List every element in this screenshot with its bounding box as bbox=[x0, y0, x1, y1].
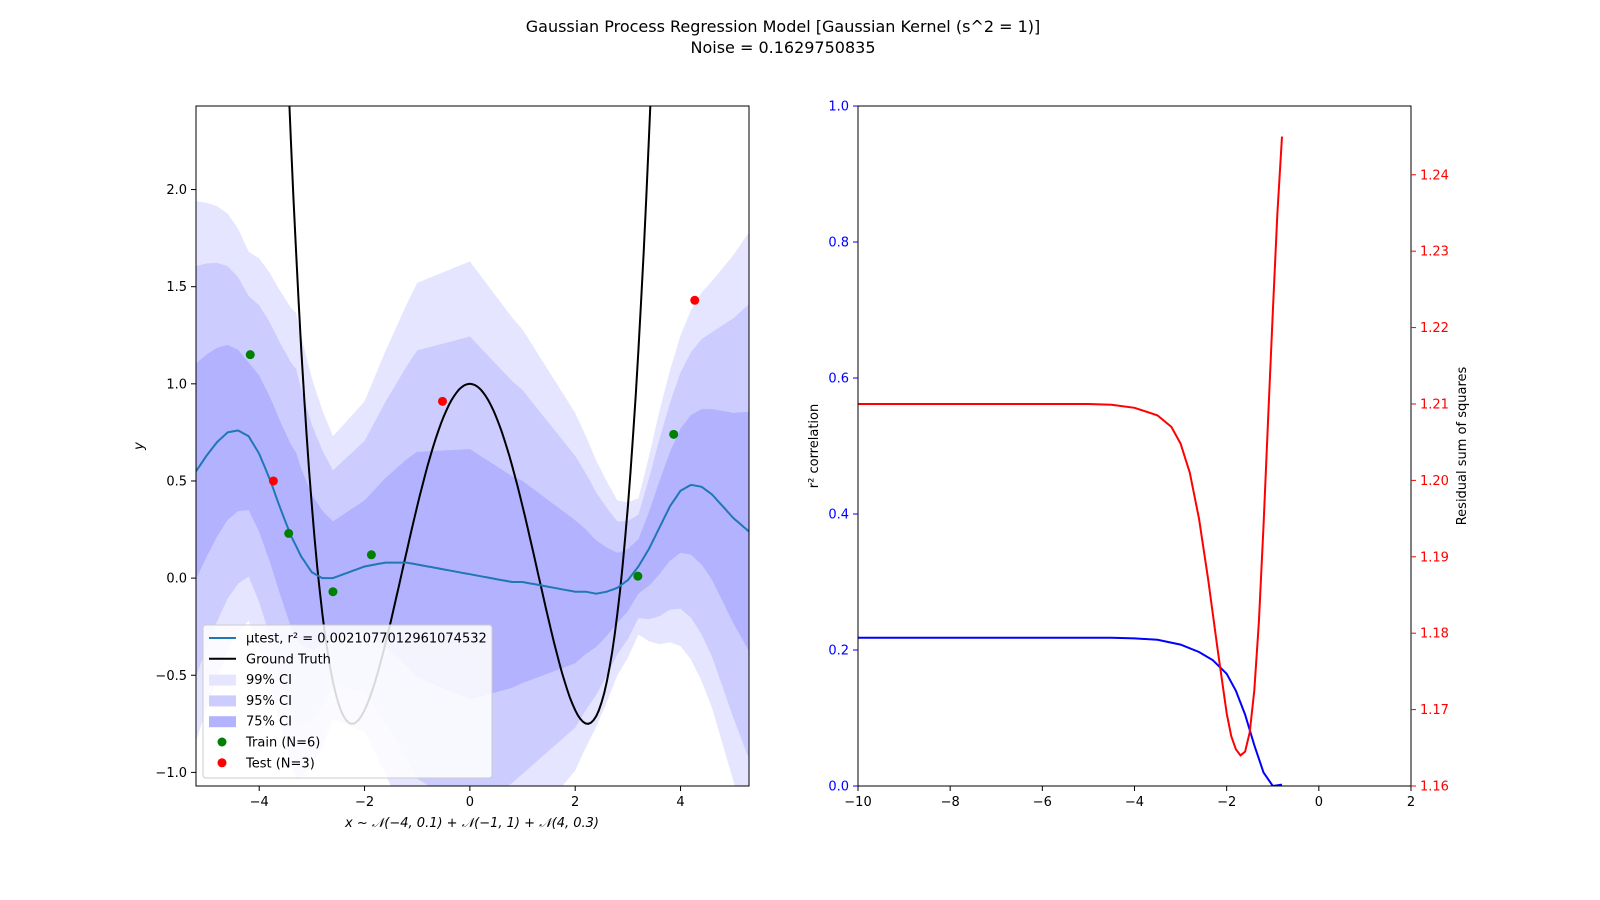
gp-regression-plot: −4 −2 0 2 4 −1.0 −0.5 0.0 0.5 1.0 1.5 2.0 x ~ 𝒩(−4… bbox=[132, 105, 750, 831]
x-tick-label: 0 bbox=[1315, 795, 1323, 810]
y-tick-label: −1.0 bbox=[155, 766, 187, 781]
x-tick-label: −2 bbox=[1217, 795, 1236, 810]
train-point bbox=[633, 571, 643, 581]
legend-label: 95% CI bbox=[246, 694, 292, 709]
legend-point-swatch bbox=[217, 758, 227, 768]
y-tick-label: 1.5 bbox=[166, 280, 187, 295]
y-tick-label: 0.8 bbox=[828, 236, 849, 251]
legend-point-swatch bbox=[217, 737, 227, 747]
x-tick-label: −4 bbox=[1125, 795, 1144, 810]
scatter-points bbox=[245, 295, 700, 597]
right-y-tick-label: 1.16 bbox=[1420, 780, 1449, 795]
x-axis-ticks: −4 −2 0 2 4 bbox=[250, 786, 685, 810]
legend-entry: 95% CI bbox=[209, 694, 292, 709]
r2-rss-plot: −10 −8 −6 −4 −2 0 2 0.00.20.40.60.81.0 1.161.1… bbox=[807, 100, 1470, 811]
x-tick-label: 0 bbox=[466, 795, 474, 810]
x-tick-label: −8 bbox=[941, 795, 960, 810]
ci-band-3 bbox=[196, 344, 749, 700]
right-y-tick-label: 1.17 bbox=[1420, 703, 1449, 718]
y-tick-label: 0.0 bbox=[166, 572, 187, 587]
test-point bbox=[268, 476, 278, 486]
legend-label: μtest, r² = 0.0021077012961074532 bbox=[246, 632, 487, 647]
train-point bbox=[366, 550, 376, 560]
plot-lines bbox=[196, 106, 749, 725]
legend-patch-swatch bbox=[209, 716, 236, 728]
x-tick-label: −6 bbox=[1033, 795, 1052, 810]
train-point bbox=[328, 587, 338, 597]
right-y-tick-label: 1.18 bbox=[1420, 627, 1449, 642]
legend-entry: 99% CI bbox=[209, 673, 292, 688]
figure-title: Gaussian Process Regression Model [Gauss… bbox=[526, 17, 1041, 36]
test-point bbox=[690, 295, 700, 305]
legend-entry: Ground Truth bbox=[209, 652, 331, 667]
x-tick-label: 2 bbox=[571, 795, 579, 810]
y-tick-label: −0.5 bbox=[155, 669, 187, 684]
r2-correlation-line bbox=[858, 636, 1283, 786]
train-point bbox=[669, 429, 679, 439]
right-y-tick-label: 1.20 bbox=[1420, 474, 1449, 489]
y-tick-label: 0.5 bbox=[166, 474, 187, 489]
figure-subtitle: Noise = 0.1629750835 bbox=[690, 38, 875, 57]
legend-entry: Train (N=6) bbox=[217, 736, 320, 751]
x-tick-label: 2 bbox=[1407, 795, 1415, 810]
legend-patch-swatch bbox=[209, 695, 236, 707]
x-axis-ticks: −10 −8 −6 −4 −2 0 2 bbox=[844, 786, 1415, 810]
train-point bbox=[245, 350, 255, 360]
left-axes-frame bbox=[195, 105, 750, 787]
y-tick-label: 0.2 bbox=[828, 644, 849, 659]
y-tick-label: 0.6 bbox=[828, 372, 849, 387]
y-axis-label: y bbox=[132, 442, 147, 451]
legend-entry: Test (N=3) bbox=[217, 756, 315, 771]
right-y-axis-ticks: 1.16 1.17 1.18 1.19 1.20 1.21 1.22 1.23 1.24 bbox=[1411, 168, 1449, 795]
left-y-axis-label: r² correlation bbox=[807, 404, 822, 488]
legend-patch-swatch bbox=[209, 674, 236, 686]
x-tick-label: 4 bbox=[676, 795, 684, 810]
y-tick-label: 1.0 bbox=[166, 377, 187, 392]
y-tick-label: 2.0 bbox=[166, 183, 187, 198]
rss-line bbox=[858, 136, 1283, 757]
ground-truth-line bbox=[288, 106, 652, 725]
x-tick-label: −10 bbox=[844, 795, 871, 810]
legend-label: Train (N=6) bbox=[245, 736, 320, 751]
right-y-axis-label: Residual sum of squares bbox=[1455, 366, 1470, 525]
plot-lines bbox=[858, 136, 1283, 786]
right-y-tick-label: 1.22 bbox=[1420, 321, 1449, 336]
test-point bbox=[437, 396, 447, 406]
right-y-tick-label: 1.19 bbox=[1420, 550, 1449, 565]
y-axis-ticks: −1.0 −0.5 0.0 0.5 1.0 1.5 2.0 bbox=[155, 183, 196, 781]
x-axis-label: x ~ 𝒩(−4, 0.1) + 𝒩(−1, 1) + 𝒩(4, 0.3) bbox=[344, 816, 599, 831]
legend-label: Test (N=3) bbox=[245, 756, 315, 771]
legend: μtest, r² = 0.0021077012961074532 Ground … bbox=[202, 624, 493, 779]
train-point bbox=[284, 528, 294, 538]
legend-label: Ground Truth bbox=[246, 652, 331, 667]
legend-label: 75% CI bbox=[246, 715, 292, 730]
legend-label: 99% CI bbox=[246, 673, 292, 688]
y-tick-label: 0.4 bbox=[828, 508, 849, 523]
mean-prediction-line bbox=[196, 429, 749, 595]
left-y-axis-ticks: 0.0 0.2 0.4 0.6 0.8 1.0 bbox=[828, 100, 858, 795]
y-tick-label: 0.0 bbox=[828, 780, 849, 795]
y-tick-label: 1.0 bbox=[828, 100, 849, 115]
x-tick-label: −2 bbox=[355, 795, 374, 810]
legend-entry: μtest, r² = 0.0021077012961074532 bbox=[209, 632, 487, 647]
x-tick-label: −4 bbox=[250, 795, 269, 810]
right-y-tick-label: 1.21 bbox=[1420, 397, 1449, 412]
legend-entry: 75% CI bbox=[209, 715, 292, 730]
right-y-tick-label: 1.23 bbox=[1420, 245, 1449, 260]
legend-box bbox=[202, 624, 493, 779]
right-y-tick-label: 1.24 bbox=[1420, 168, 1449, 183]
